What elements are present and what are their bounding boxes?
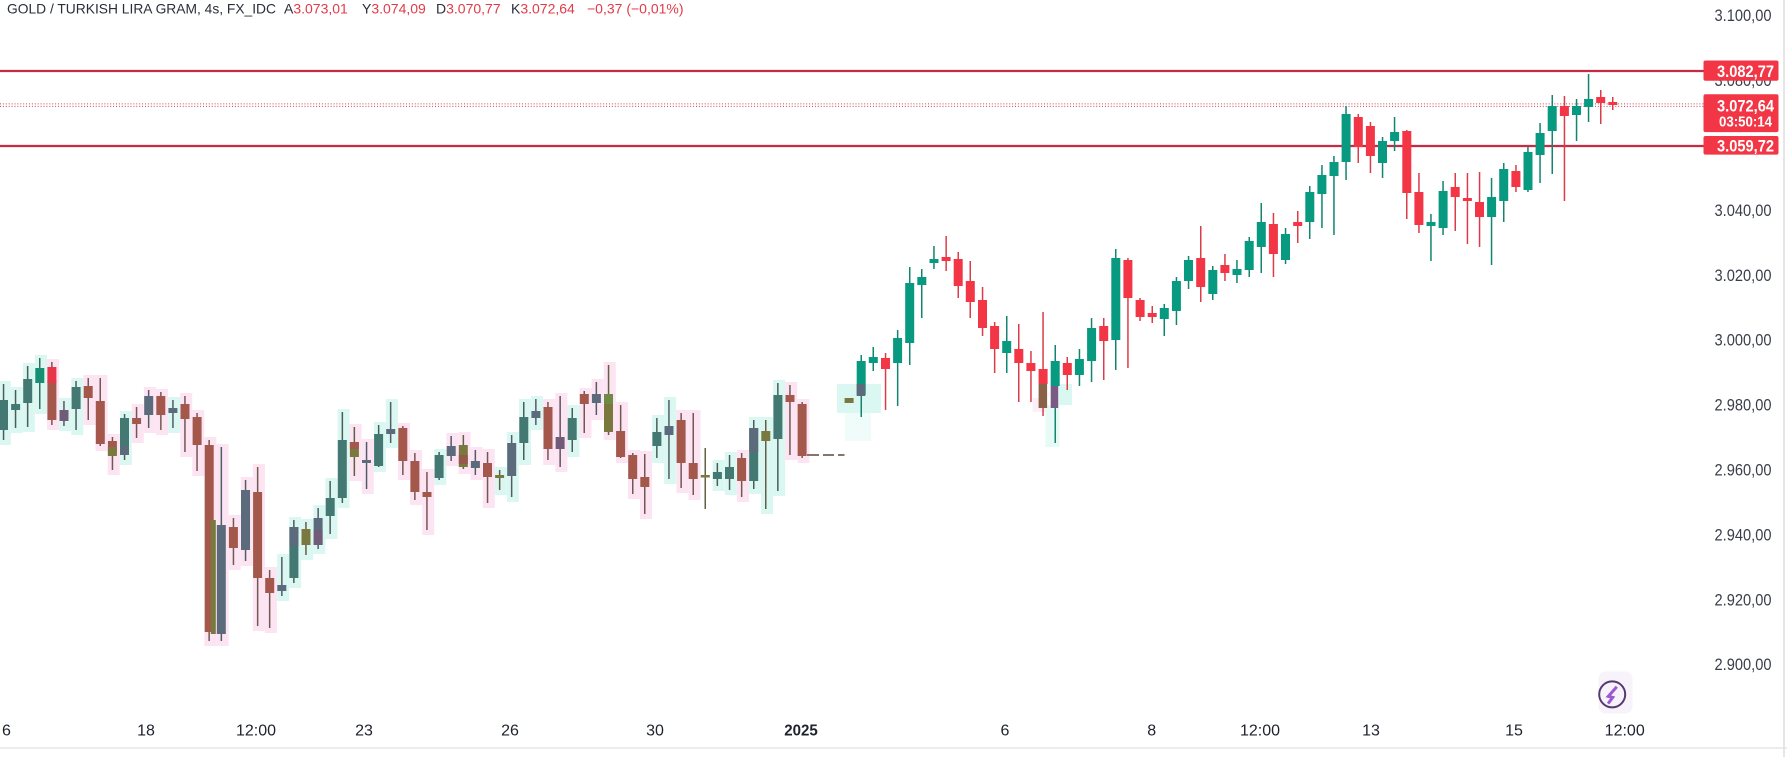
svg-text:3.082,77: 3.082,77 bbox=[1717, 62, 1774, 81]
svg-text:2.940,00: 2.940,00 bbox=[1715, 525, 1772, 544]
svg-text:2.960,00: 2.960,00 bbox=[1715, 461, 1772, 480]
svg-text:3.040,00: 3.040,00 bbox=[1715, 201, 1772, 220]
svg-text:3.059,72: 3.059,72 bbox=[1717, 137, 1774, 156]
svg-text:2.980,00: 2.980,00 bbox=[1715, 396, 1772, 415]
svg-text:2025: 2025 bbox=[784, 723, 818, 740]
svg-text:12:00: 12:00 bbox=[236, 723, 276, 740]
svg-text:12:00: 12:00 bbox=[1605, 723, 1645, 740]
svg-text:18: 18 bbox=[137, 723, 155, 740]
svg-text:6: 6 bbox=[1001, 723, 1010, 740]
svg-text:12:00: 12:00 bbox=[1240, 723, 1280, 740]
svg-text:3.020,00: 3.020,00 bbox=[1715, 266, 1772, 285]
svg-text:3.100,00: 3.100,00 bbox=[1715, 6, 1772, 25]
svg-text:26: 26 bbox=[501, 723, 519, 740]
svg-text:15: 15 bbox=[1505, 723, 1523, 740]
svg-text:03:50:14: 03:50:14 bbox=[1719, 114, 1773, 131]
svg-text:3.000,00: 3.000,00 bbox=[1715, 331, 1772, 350]
svg-text:13: 13 bbox=[1362, 723, 1380, 740]
svg-text:3.072,64: 3.072,64 bbox=[1717, 96, 1774, 115]
svg-text:2.920,00: 2.920,00 bbox=[1715, 590, 1772, 609]
svg-text:23: 23 bbox=[355, 723, 373, 740]
svg-text:8: 8 bbox=[1147, 723, 1156, 740]
svg-text:30: 30 bbox=[646, 723, 664, 740]
svg-text:2.900,00: 2.900,00 bbox=[1715, 655, 1772, 674]
svg-text:GOLD / TURKISH LIRA GRAM, 4s,: GOLD / TURKISH LIRA GRAM, 4s, FX_IDC A3.0… bbox=[7, 1, 684, 17]
svg-text:6: 6 bbox=[2, 723, 11, 740]
